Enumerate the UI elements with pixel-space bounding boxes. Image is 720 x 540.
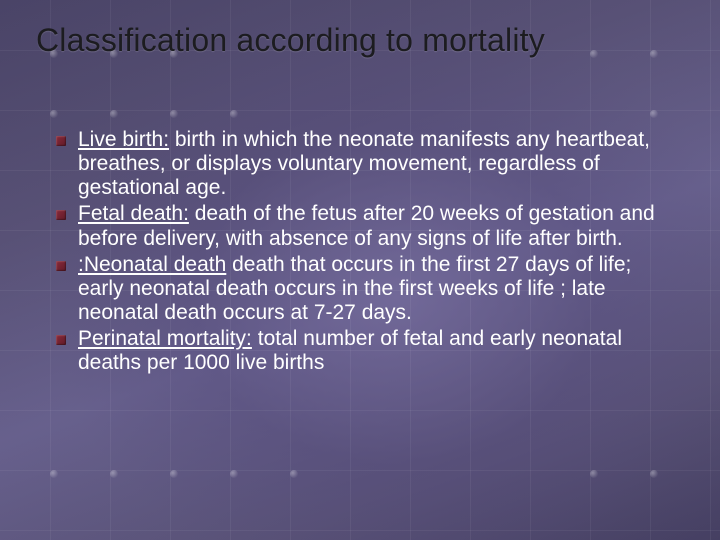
square-bullet-icon <box>56 335 66 345</box>
bullet-item: Live birth: birth in which the neonate m… <box>56 128 680 200</box>
bullet-item: :Neonatal death death that occurs in the… <box>56 253 680 325</box>
bullet-item: Perinatal mortality: total number of fet… <box>56 327 680 375</box>
slide: Classification according to mortality Li… <box>0 0 720 540</box>
square-bullet-icon <box>56 210 66 220</box>
slide-title: Classification according to mortality <box>36 22 684 59</box>
term: Perinatal mortality: <box>78 327 252 350</box>
term: Fetal death: <box>78 202 189 225</box>
square-bullet-icon <box>56 136 66 146</box>
bullet-item: Fetal death: death of the fetus after 20… <box>56 202 680 250</box>
term: :Neonatal death <box>78 253 226 276</box>
term: Live birth: <box>78 128 169 151</box>
square-bullet-icon <box>56 261 66 271</box>
slide-body: Live birth: birth in which the neonate m… <box>56 128 680 377</box>
